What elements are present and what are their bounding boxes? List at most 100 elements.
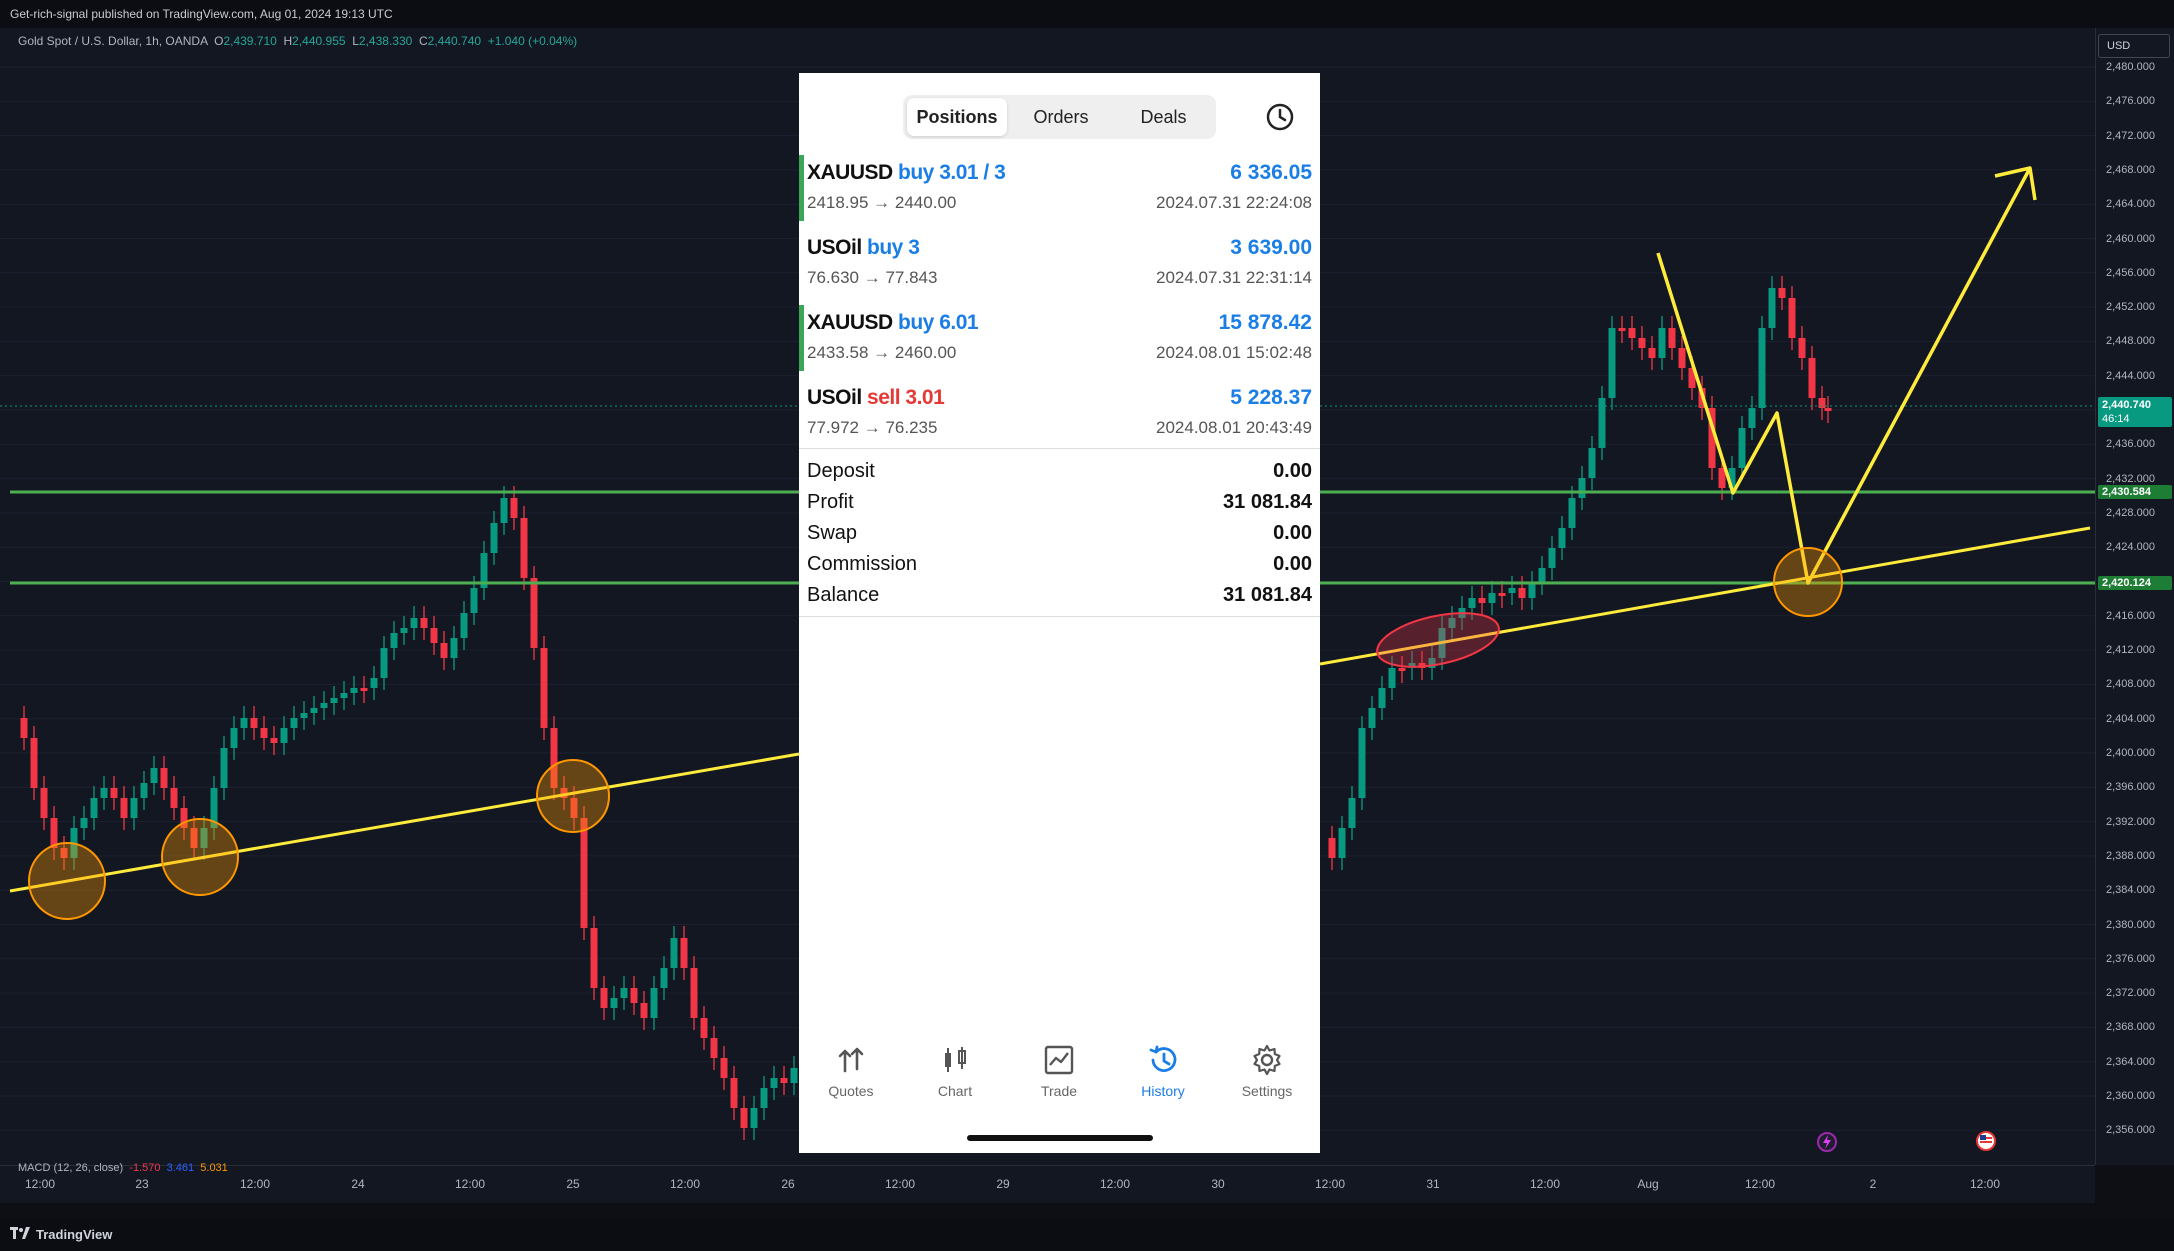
time-tick: 12:00 bbox=[239, 1177, 271, 1191]
candle-body bbox=[1358, 728, 1366, 798]
price-tick: 2,480.000 bbox=[2106, 61, 2155, 73]
legend-low-label: L bbox=[352, 34, 359, 48]
clock-icon[interactable] bbox=[1265, 102, 1295, 132]
time-tick: 26 bbox=[781, 1177, 795, 1191]
nav-quotes[interactable]: Quotes bbox=[806, 1043, 896, 1099]
legend-low: 2,438.330 bbox=[358, 34, 413, 48]
candle-body bbox=[80, 818, 88, 828]
candle-body bbox=[120, 798, 128, 818]
trade-chart-icon bbox=[1044, 1045, 1074, 1075]
candle-body bbox=[150, 768, 158, 783]
level-tag-1: 2,430.584 bbox=[2098, 485, 2172, 499]
position-row-3[interactable]: XAUUSD buy 6.01 15 878.42 2433.58 → 2460… bbox=[799, 301, 1320, 375]
candle-body bbox=[230, 728, 238, 748]
time-tick: 12:00 bbox=[1529, 1177, 1561, 1191]
price-tick: 2,380.000 bbox=[2106, 918, 2155, 931]
tab-deals[interactable]: Deals bbox=[1140, 107, 1187, 127]
candle-body bbox=[500, 498, 508, 523]
position-profit: 3 639.00 bbox=[1230, 236, 1312, 259]
candle-body bbox=[400, 628, 408, 633]
summary-profit: Profit 31 081.84 bbox=[807, 491, 1312, 514]
candle-body bbox=[530, 578, 538, 648]
position-profit: 5 228.37 bbox=[1230, 386, 1312, 409]
candle-body bbox=[680, 938, 688, 968]
candle-body bbox=[110, 788, 118, 798]
candle-body bbox=[330, 698, 338, 703]
position-action: sell 3.01 bbox=[867, 386, 945, 409]
quotes-arrows-icon bbox=[838, 1047, 864, 1073]
candle-body bbox=[1678, 348, 1686, 368]
lightning-event-icon[interactable] bbox=[1816, 1131, 1838, 1158]
us-flag-event-icon[interactable] bbox=[1975, 1130, 1997, 1157]
candle-body bbox=[570, 798, 578, 818]
candle-body bbox=[1338, 828, 1346, 858]
time-tick: 12:00 bbox=[1969, 1177, 2001, 1191]
candle-body bbox=[1448, 618, 1456, 628]
macd-label: MACD (12, 26, close) bbox=[18, 1162, 124, 1174]
summary-value: 0.00 bbox=[1273, 522, 1312, 544]
price-axis[interactable]: USD 2,480.000 2,476.000 2,472.000 2,468.000… bbox=[2095, 28, 2174, 1165]
candle-body bbox=[690, 968, 698, 1018]
candle-body bbox=[100, 788, 108, 798]
position-row-1[interactable]: XAUUSD buy 3.01 / 3 6 336.05 2418.95 → 2… bbox=[799, 151, 1320, 225]
candle-body bbox=[610, 998, 618, 1008]
position-date: 2024.07.31 22:24:08 bbox=[1156, 193, 1312, 212]
candle-body bbox=[1728, 468, 1736, 488]
nav-chart[interactable]: Chart bbox=[910, 1043, 1000, 1099]
currency-selector[interactable]: USD bbox=[2098, 34, 2170, 58]
position-date: 2024.08.01 15:02:48 bbox=[1156, 343, 1312, 362]
nav-label: Settings bbox=[1241, 1083, 1293, 1099]
candle-body bbox=[1658, 328, 1666, 358]
candle-body bbox=[1328, 838, 1336, 858]
candle-body bbox=[1488, 593, 1496, 603]
macd-legend[interactable]: MACD (12, 26, close) -1.570 3.461 5.031 bbox=[18, 1162, 228, 1174]
time-axis[interactable]: 12:00 23 12:00 24 12:00 25 12:00 26 12:00 29 12:00… bbox=[0, 1165, 2095, 1203]
candle-body bbox=[740, 1108, 748, 1128]
legend-symbol: Gold Spot / U.S. Dollar, 1h, OANDA bbox=[18, 34, 208, 48]
position-symbol: USOil bbox=[807, 386, 862, 409]
summary-value: 31 081.84 bbox=[1223, 491, 1312, 513]
touch-point-circle bbox=[1773, 547, 1843, 617]
position-row-4[interactable]: USOil sell 3.01 5 228.37 77.972 → 76.235… bbox=[799, 376, 1320, 450]
tab-positions[interactable]: Positions bbox=[907, 98, 1007, 136]
candle-body bbox=[650, 988, 658, 1018]
price-tick: 2,368.000 bbox=[2106, 1021, 2155, 1034]
candle-body bbox=[750, 1108, 758, 1128]
position-marker bbox=[799, 305, 804, 371]
brand-name: TradingView bbox=[36, 1227, 113, 1242]
divider bbox=[799, 616, 1320, 617]
footer-brand[interactable]: TradingView bbox=[0, 1218, 2174, 1251]
projection-path bbox=[1656, 167, 2032, 585]
candle-body bbox=[1638, 338, 1646, 348]
position-row-2[interactable]: USOil buy 3 3 639.00 76.630 → 77.843 202… bbox=[799, 226, 1320, 300]
legend-high-label: H bbox=[283, 34, 293, 48]
price-tick: 2,464.000 bbox=[2106, 198, 2155, 211]
projection-arrowhead bbox=[1994, 166, 2037, 201]
candle-body bbox=[1788, 298, 1796, 338]
price-tick: 2,436.000 bbox=[2106, 438, 2155, 451]
candle-body bbox=[1618, 328, 1626, 331]
bottom-nav: Quotes Chart Trade History Settings bbox=[799, 1043, 1320, 1113]
nav-history[interactable]: History bbox=[1118, 1043, 1208, 1099]
nav-trade[interactable]: Trade bbox=[1014, 1043, 1104, 1099]
tab-orders[interactable]: Orders bbox=[1033, 107, 1089, 127]
price-tick: 2,396.000 bbox=[2106, 781, 2155, 794]
candle-body bbox=[710, 1038, 718, 1058]
summary-value: 0.00 bbox=[1273, 460, 1312, 482]
candle-body bbox=[1738, 428, 1746, 468]
nav-settings[interactable]: Settings bbox=[1222, 1043, 1312, 1099]
candle-body bbox=[1628, 328, 1636, 338]
home-indicator bbox=[967, 1135, 1153, 1141]
candle-body bbox=[130, 798, 138, 818]
candle-body bbox=[1538, 568, 1546, 583]
candle-body bbox=[1708, 408, 1716, 468]
candle-body bbox=[1758, 328, 1766, 408]
level-tag-2: 2,420.124 bbox=[2098, 576, 2172, 590]
candle-body bbox=[1398, 668, 1406, 671]
touch-point-circle bbox=[536, 759, 610, 833]
publish-header: Get-rich-signal published on TradingView… bbox=[0, 0, 2174, 28]
nav-label: Chart bbox=[937, 1083, 973, 1099]
candle-body bbox=[360, 688, 368, 691]
candle-body bbox=[380, 648, 388, 678]
candle-body bbox=[1388, 668, 1396, 688]
